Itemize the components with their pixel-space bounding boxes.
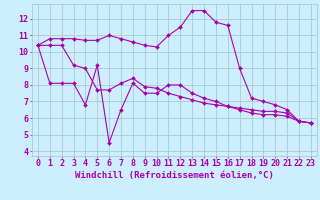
X-axis label: Windchill (Refroidissement éolien,°C): Windchill (Refroidissement éolien,°C) — [75, 171, 274, 180]
